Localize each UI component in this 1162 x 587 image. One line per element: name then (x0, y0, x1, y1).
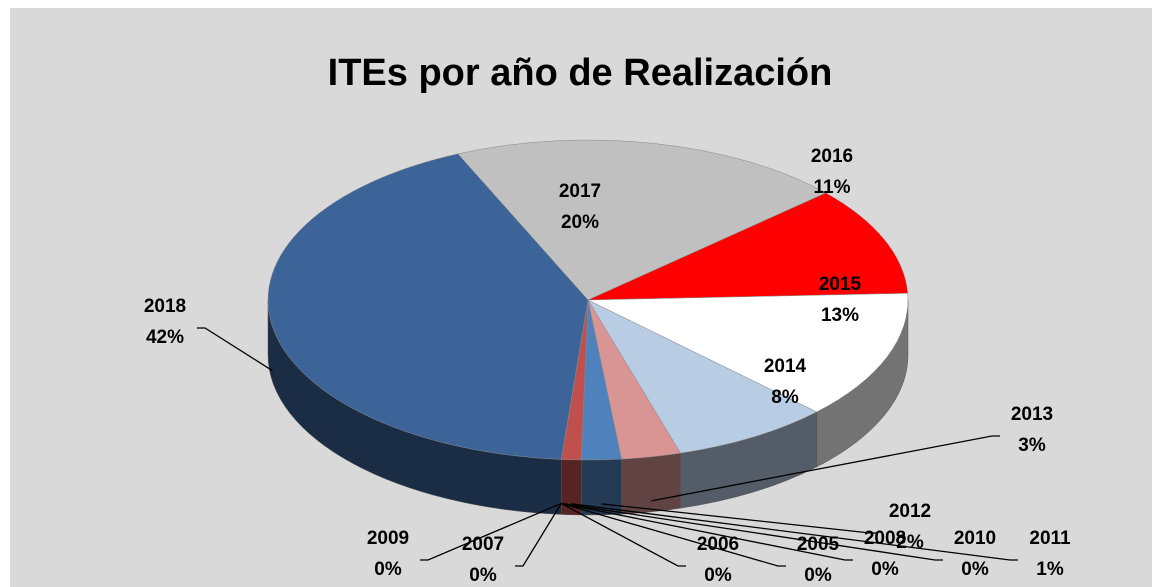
slice-label: 2008 (864, 528, 906, 549)
slice-label: 2005 (797, 534, 840, 555)
leader-line (561, 502, 943, 561)
leader-line (571, 503, 1018, 561)
slice-label: 2015 (819, 274, 862, 295)
slice-value: 0% (961, 559, 989, 580)
leader-line (561, 502, 786, 567)
slice (587, 299, 818, 454)
slice-label: 2013 (1011, 404, 1053, 425)
slice (457, 139, 827, 301)
slice-label: 2014 (764, 356, 807, 377)
slice-value: 42% (146, 327, 184, 348)
slice-side (581, 458, 622, 516)
slice-label: 2016 (811, 146, 853, 167)
leader-line (515, 503, 562, 567)
slice-value: 0% (469, 565, 497, 586)
slice-value: 20% (561, 212, 599, 233)
slice-value: 3% (1018, 435, 1046, 456)
slice-label: 2017 (559, 181, 601, 202)
slice-label: 2007 (462, 534, 504, 555)
slice (267, 153, 589, 460)
leader-line (651, 435, 1000, 502)
slice-side (621, 452, 681, 515)
slice (587, 192, 908, 301)
leader-line (560, 502, 686, 567)
slice-label: 2012 (889, 501, 931, 522)
leader-line (197, 327, 273, 372)
slice-value: 11% (814, 177, 851, 198)
slice-value: 8% (771, 387, 799, 408)
slice-label: 2010 (954, 528, 996, 549)
leader-line (420, 502, 562, 561)
leader-line (561, 502, 853, 561)
slice-label: 2009 (367, 528, 409, 549)
slice-label: 2011 (1029, 528, 1071, 549)
leader-line (601, 503, 878, 534)
slice (587, 293, 909, 413)
slice-value: 13% (821, 305, 859, 326)
slice-value: 0% (804, 565, 832, 586)
chart-title: ITEs por año de Realización (328, 52, 833, 94)
slice-value: 0% (704, 565, 732, 586)
slice-label: 2018 (144, 296, 186, 317)
slice-value: 0% (374, 559, 402, 580)
slice-label: 2006 (697, 534, 739, 555)
slice-value: 1% (1036, 559, 1064, 580)
slice-value: 0% (871, 559, 899, 580)
